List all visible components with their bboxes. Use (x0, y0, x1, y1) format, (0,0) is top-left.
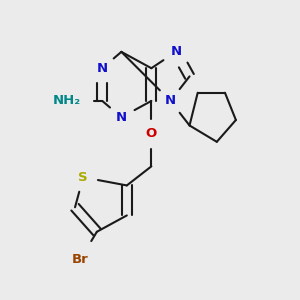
Text: N: N (170, 45, 182, 58)
Text: Br: Br (72, 253, 89, 266)
Text: NH₂: NH₂ (53, 94, 81, 107)
Text: O: O (146, 127, 157, 140)
Text: N: N (116, 111, 127, 124)
Text: S: S (78, 171, 88, 184)
Text: N: N (165, 94, 176, 107)
Text: N: N (97, 62, 108, 75)
